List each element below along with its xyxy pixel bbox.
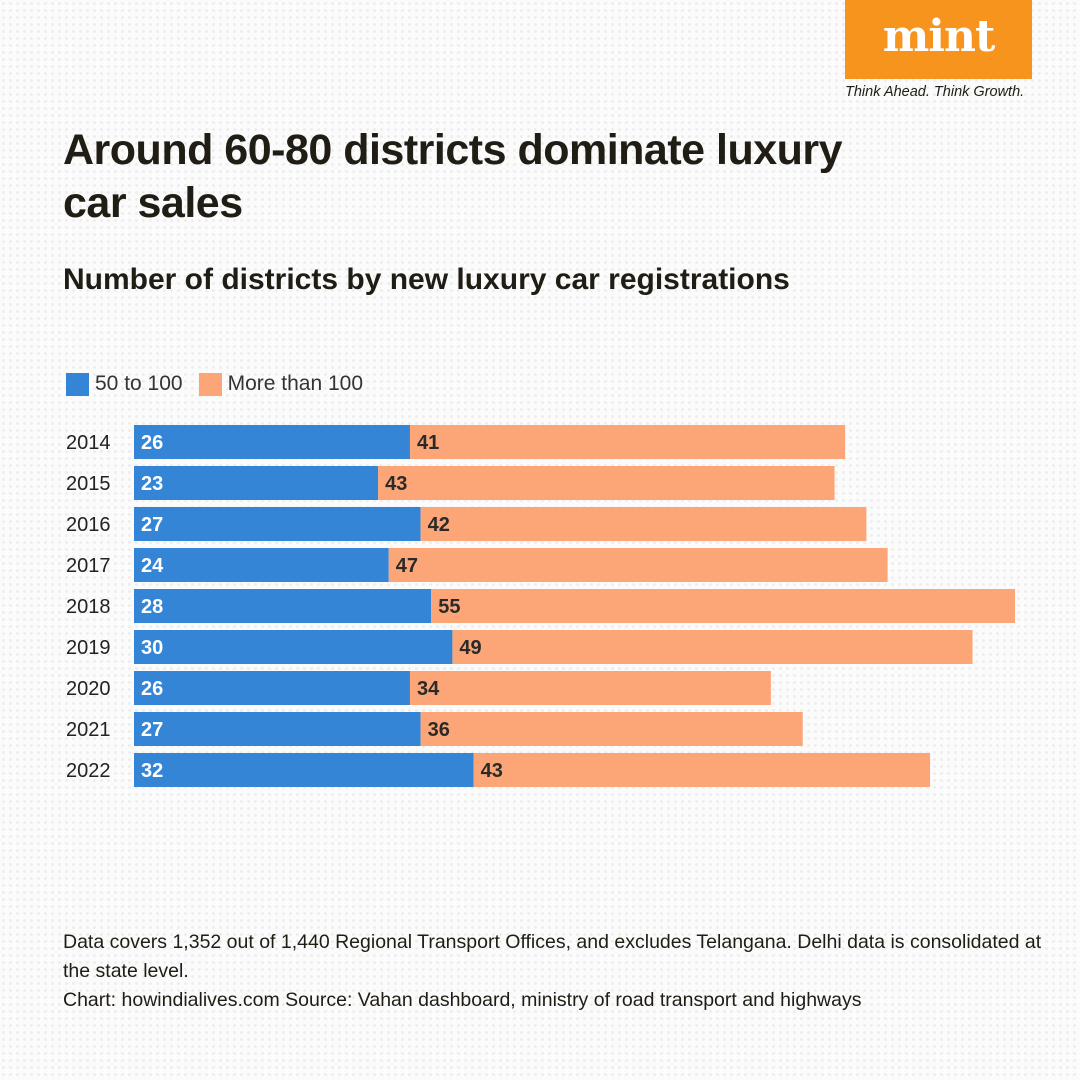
chart-title: Around 60-80 districts dominate luxury c… xyxy=(63,126,843,227)
bar-50-to-100 xyxy=(134,589,432,623)
y-tick-label: 2014 xyxy=(66,432,111,454)
data-label: 47 xyxy=(396,555,418,577)
bar-more-than-100 xyxy=(431,589,1015,623)
bar-50-to-100 xyxy=(134,753,474,787)
data-label: 49 xyxy=(459,637,481,659)
data-label: 27 xyxy=(141,719,163,741)
legend-item-more-than-100: More than 100 xyxy=(198,372,364,396)
bar-more-than-100 xyxy=(420,712,803,746)
bar-more-than-100 xyxy=(420,507,867,541)
data-label: 55 xyxy=(438,596,460,618)
bar-more-than-100 xyxy=(473,753,931,787)
y-tick-label: 2016 xyxy=(66,514,111,536)
legend-label-50-to-100: 50 to 100 xyxy=(95,372,183,395)
brand-logo: mint xyxy=(845,0,1032,79)
data-label: 26 xyxy=(141,678,163,700)
data-label: 30 xyxy=(141,637,163,659)
bar-more-than-100 xyxy=(409,425,846,459)
y-tick-label: 2017 xyxy=(66,555,111,577)
data-label: 27 xyxy=(141,514,163,536)
bar-more-than-100 xyxy=(409,671,771,705)
y-tick-label: 2015 xyxy=(66,473,111,495)
chart-subtitle: Number of districts by new luxury car re… xyxy=(63,263,790,296)
data-label: 41 xyxy=(417,432,439,454)
bar-50-to-100 xyxy=(134,507,421,541)
data-label: 24 xyxy=(141,555,164,577)
chart-legend: 50 to 100 More than 100 xyxy=(66,372,379,396)
footer-note: Data covers 1,352 out of 1,440 Regional … xyxy=(63,931,1042,982)
bar-50-to-100 xyxy=(134,548,389,582)
y-tick-label: 2022 xyxy=(66,760,111,782)
y-tick-label: 2021 xyxy=(66,719,111,741)
y-tick-label: 2020 xyxy=(66,678,111,700)
data-label: 32 xyxy=(141,760,163,782)
chart-footer: Data covers 1,352 out of 1,440 Regional … xyxy=(63,928,1053,1015)
data-label: 36 xyxy=(428,719,450,741)
data-label: 34 xyxy=(417,678,440,700)
bar-more-than-100 xyxy=(378,466,835,500)
bar-50-to-100 xyxy=(134,466,379,500)
bar-50-to-100 xyxy=(134,630,453,664)
brand-name: mint xyxy=(882,11,996,62)
data-label: 43 xyxy=(481,760,503,782)
legend-swatch-50-to-100 xyxy=(66,372,89,396)
bar-50-to-100 xyxy=(134,712,421,746)
data-label: 43 xyxy=(385,473,407,495)
data-label: 42 xyxy=(428,514,450,536)
y-tick-label: 2018 xyxy=(66,596,111,618)
data-label: 28 xyxy=(141,596,163,618)
data-label: 26 xyxy=(141,432,163,454)
legend-swatch-more-than-100 xyxy=(198,372,222,396)
y-tick-label: 2019 xyxy=(66,637,111,659)
brand-tagline: Think Ahead. Think Growth. xyxy=(845,84,1025,100)
bar-50-to-100 xyxy=(134,425,410,459)
footer-credit: Chart: howindialives.com Source: Vahan d… xyxy=(63,989,862,1011)
bar-50-to-100 xyxy=(134,671,410,705)
data-label: 23 xyxy=(141,473,163,495)
bar-more-than-100 xyxy=(388,548,888,582)
legend-label-more-than-100: More than 100 xyxy=(227,372,364,395)
bar-more-than-100 xyxy=(452,630,973,664)
legend-item-50-to-100: 50 to 100 xyxy=(66,372,183,396)
